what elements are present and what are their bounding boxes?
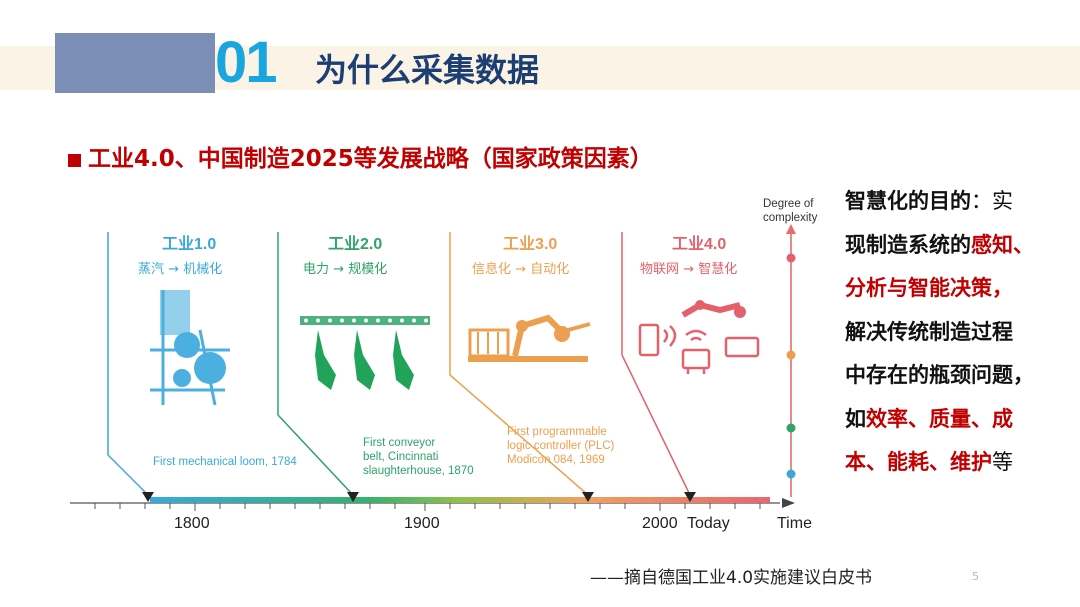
arrow-icon: → [333, 262, 345, 277]
era1-from: 蒸汽 [138, 262, 165, 277]
time-axis-arrow [782, 498, 795, 508]
time-axis-gradient [150, 497, 770, 503]
era3-title: 工业3.0 [503, 236, 558, 253]
marker-1870 [347, 492, 359, 502]
era3-from: 信息化 [472, 262, 512, 277]
era4-to: 智慧化 [698, 262, 738, 277]
page-number: 5 [972, 570, 979, 583]
marker-1784 [142, 492, 154, 502]
title-block [55, 33, 215, 93]
era2-from: 电力 [303, 262, 330, 277]
purpose-description: 智慧化的目的：实 现制造系统的感知、 分析与智能决策， 解决传统制造过程 中存在… [845, 189, 1034, 474]
era2-subtitle: 电力 → 规模化 [303, 261, 387, 279]
era4-diagonal [621, 354, 691, 496]
complexity-dot-1 [786, 469, 796, 479]
era4-subtitle: 物联网 → 智慧化 [640, 261, 737, 279]
milestone-conveyor: First conveyor belt, Cincinnati slaughte… [363, 437, 474, 477]
robot-arm-icon [468, 314, 591, 362]
complexity-dot-2 [786, 423, 796, 433]
year-1900: 1900 [404, 515, 440, 532]
era1-subtitle: 蒸汽 → 机械化 [138, 261, 222, 279]
iot-devices-icon [638, 300, 760, 374]
loom-icon [150, 290, 230, 406]
era3-diagonal [449, 374, 589, 496]
today-label: Today [687, 515, 730, 532]
era3-subtitle: 信息化 → 自动化 [472, 261, 569, 279]
complexity-dot-4 [786, 253, 796, 263]
arrow-icon: → [515, 262, 527, 277]
marker-1969 [582, 492, 594, 502]
source-citation: ——摘自德国工业4.0实施建议白皮书 [590, 568, 873, 588]
subtitle-bullet [68, 154, 81, 167]
arrow-icon: → [683, 262, 695, 277]
era2-title: 工业2.0 [328, 236, 383, 253]
milestone-loom: First mechanical loom, 1784 [153, 456, 297, 468]
complexity-arrow [786, 224, 796, 234]
milestone-plc: First programmable logic controller (PLC… [507, 426, 615, 466]
era4-from: 物联网 [640, 262, 680, 277]
complexity-label: Degree of complexity [763, 198, 818, 224]
conveyor-icon [300, 316, 430, 390]
era2-diagonal [277, 414, 354, 496]
era1-diagonal [107, 454, 149, 496]
era1-title: 工业1.0 [162, 236, 217, 253]
era2-to: 规模化 [348, 262, 388, 277]
era1-to: 机械化 [183, 262, 223, 277]
era3-to: 自动化 [530, 262, 570, 277]
complexity-dot-3 [786, 350, 796, 360]
subtitle: 工业4.0、中国制造2025等发展战略（国家政策因素） [88, 146, 653, 172]
section-number: 01 [215, 30, 277, 95]
era4-title: 工业4.0 [672, 236, 727, 253]
marker-today [684, 492, 696, 502]
time-label: Time [777, 515, 812, 532]
year-2000: 2000 [642, 515, 678, 532]
year-1800: 1800 [174, 515, 210, 532]
time-axis-ticks [94, 503, 761, 511]
arrow-icon: → [168, 262, 180, 277]
page-title: 为什么采集数据 [315, 51, 540, 89]
